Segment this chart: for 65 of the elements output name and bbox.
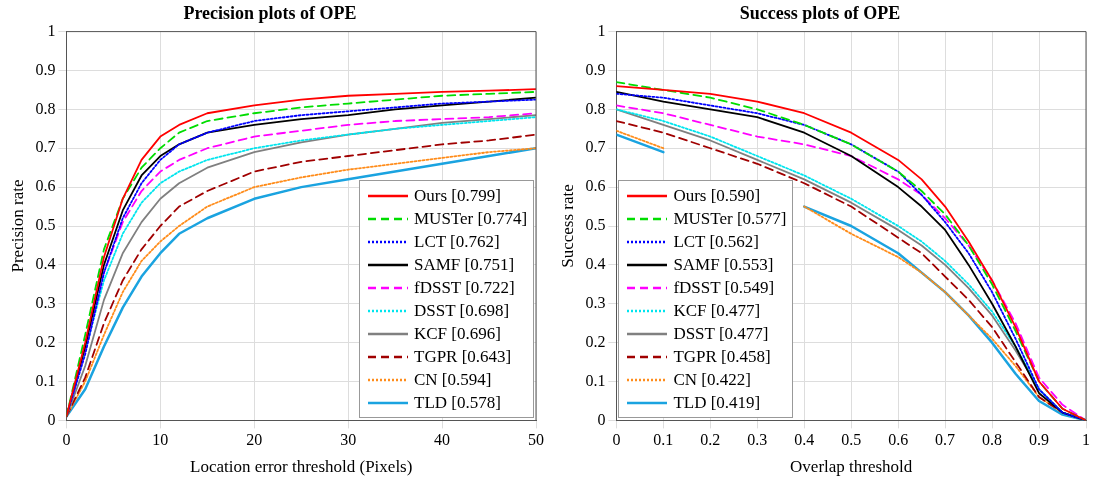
chart-title: Success plots of OPE [739,3,901,24]
y-tick-label: 0.1 [35,371,56,389]
x-tick-label: 1 [1082,431,1090,449]
x-tick-label: 30 [340,431,357,449]
legend-label: MUSTer [0.774] [414,208,528,231]
y-tick-label: 0 [47,410,56,428]
legend-label: TLD [0.419] [673,392,761,415]
y-tick-label: 0 [597,410,606,428]
chart-title: Precision plots of OPE [183,3,357,24]
y-tick-label: 0.4 [35,255,56,273]
legend-label: Ours [0.590] [673,185,761,208]
y-tick-label: 0.2 [35,332,56,350]
legend-label: SAMF [0.553] [673,254,774,277]
legend-label: SAMF [0.751] [414,254,515,277]
y-tick-label: 0.8 [585,99,606,117]
legend-label: MUSTer [0.577] [673,208,787,231]
x-tick-label: 0.2 [700,431,721,449]
y-tick-label: 0.7 [585,138,606,156]
y-tick-label: 0.7 [35,138,56,156]
x-tick-label: 20 [246,431,263,449]
legend-label: fDSST [0.722] [414,277,515,300]
y-tick-label: 0.3 [35,293,56,311]
legend-label: CN [0.594] [414,369,492,392]
y-tick-label: 0.6 [35,177,56,195]
y-tick-label: 0.5 [35,216,56,234]
x-tick-label: 0 [62,431,71,449]
legend-label: DSST [0.477] [673,323,769,346]
legend-label: DSST [0.698] [414,300,510,323]
x-tick-label: 0.1 [653,431,674,449]
x-tick-label: 0.9 [1029,431,1050,449]
legend-label: KCF [0.477] [673,300,761,323]
y-tick-label: 0.6 [585,177,606,195]
legend-label: CN [0.422] [673,369,751,392]
y-axis-title: Precision rate [7,179,27,273]
y-tick-label: 0.2 [585,332,606,350]
y-tick-label: 0.1 [585,371,606,389]
legend-label: LCT [0.762] [414,231,500,254]
x-tick-label: 10 [152,431,169,449]
x-tick-label: 0.8 [982,431,1003,449]
y-tick-label: 0.9 [585,60,606,78]
x-axis-title: Overlap threshold [790,457,913,477]
x-tick-label: 0.4 [794,431,815,449]
y-tick-label: 0.3 [585,293,606,311]
x-tick-label: 50 [528,431,544,449]
x-axis-title: Location error threshold (Pixels) [190,457,413,477]
y-tick-label: 0.9 [35,60,56,78]
legend-label: fDSST [0.549] [673,277,775,300]
y-axis-title: Success rate [557,184,577,268]
y-tick-label: 1 [47,21,56,39]
x-tick-label: 0.3 [747,431,768,449]
y-tick-label: 0.4 [585,255,606,273]
legend-label: Ours [0.799] [414,185,501,208]
x-tick-label: 0.6 [888,431,909,449]
legend-label: TGPR [0.458] [673,346,771,369]
x-tick-label: 0.5 [841,431,862,449]
legend-label: TLD [0.578] [414,392,501,415]
x-tick-label: 0 [612,431,621,449]
x-tick-label: 40 [434,431,451,449]
y-tick-label: 0.8 [35,99,56,117]
y-tick-label: 1 [597,21,606,39]
y-tick-label: 0.5 [585,216,606,234]
x-tick-label: 0.7 [935,431,956,449]
legend-label: TGPR [0.643] [414,346,512,369]
legend-label: LCT [0.562] [673,231,760,254]
legend-label: KCF [0.696] [414,323,501,346]
